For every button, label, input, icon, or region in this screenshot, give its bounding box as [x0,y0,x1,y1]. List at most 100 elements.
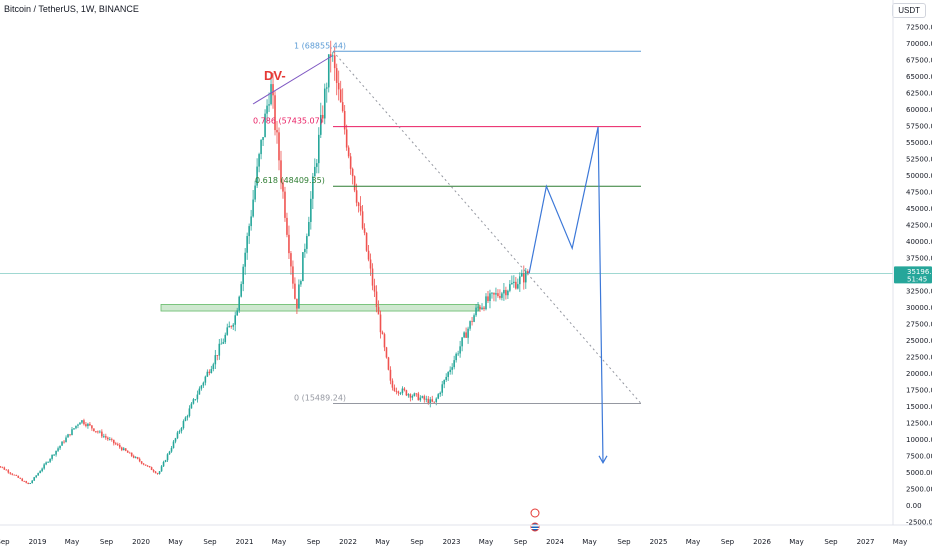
candle-body [208,371,211,374]
candle-body [252,199,254,217]
candle-body [37,473,39,476]
diagonal-trend-line [332,50,642,404]
candle-body [105,436,107,438]
candle-body [67,434,69,438]
candle-body [445,376,447,380]
candle-body [126,450,129,453]
price-tick-label: 50000.00 [906,172,932,180]
time-tick-label: 2025 [650,538,668,546]
candle-body [57,448,59,451]
candle-body [212,364,215,370]
price-tick-label: 25000.00 [906,337,932,345]
candle-body [361,211,364,229]
candle-body [63,441,65,443]
candle-body [73,428,75,430]
candle-body [174,438,177,442]
candle-body [487,296,489,301]
current-price-value: 35196.91 [907,268,932,276]
candle-body [405,390,408,396]
candle-body [198,388,201,395]
divergence-line [252,55,333,105]
candle-body [286,217,288,235]
candle-body [441,384,444,393]
candle-body [51,454,53,459]
candle-body [17,475,20,478]
candle-body [1,466,4,468]
candle-body [27,482,30,484]
fib-level-label: 1 (68855.44) [294,41,346,50]
candle-body [236,310,238,316]
candle-body [526,271,529,274]
candle-body [49,458,51,462]
candle-body [481,307,483,310]
candle-body [91,425,93,429]
candle-body [226,327,229,335]
candle-body [413,393,416,397]
candle-body [248,226,250,237]
candle-body [148,466,151,468]
candle-body [329,54,332,57]
candle-body [499,296,501,298]
candle-body [401,388,404,394]
chart-title: Bitcoin / TetherUS, 1W, BINANCE [4,4,139,14]
time-tick-label: Sep [721,538,735,546]
candle-body [244,252,246,267]
candle-body [453,360,455,368]
candle-body [463,332,465,338]
candle-body [260,139,262,155]
candle-body [176,432,179,439]
candle-body [146,465,149,467]
candle-body [218,343,221,356]
candle-body [345,129,348,148]
candle-body [357,202,360,207]
candle-body [505,289,507,296]
candle-body [238,296,240,311]
candle-body [224,334,227,343]
candle-body [455,353,457,361]
candle-body [109,439,111,440]
price-tick-label: 32500.00 [906,288,932,296]
time-tick-label: Sep [514,538,528,546]
candle-body [178,431,181,433]
candle-body [156,473,159,474]
candle-body [369,259,372,269]
candle-body [83,420,85,425]
candle-body [150,467,153,471]
candle-body [497,293,499,297]
candle-body [130,452,133,456]
time-tick-label: 2024 [546,538,564,546]
candle-body [323,88,326,119]
candle-body [160,466,163,472]
candle-body [475,307,477,316]
candle-body [276,130,278,133]
candle-body [409,394,412,398]
current-price-tag [894,266,932,284]
time-tick-label: May [272,538,286,546]
candle-body [365,232,368,251]
candle-body [385,347,388,358]
candle-body [124,448,127,451]
candle-body [89,423,91,426]
candle-body [132,455,135,458]
candle-body [284,191,286,218]
candle-body [495,293,497,295]
candle-body [419,397,422,401]
candle-body [327,54,330,88]
time-tick-label: Sep [0,538,10,546]
candle-body [321,114,324,119]
fibonacci-retracement: 1 (68855.44) 0.786 (57435.07) 0.618 (48409… [253,41,641,404]
candle-body [306,236,308,249]
candle-body [228,326,231,328]
candle-body [154,471,157,474]
candle-body [479,306,481,310]
candle-body [335,68,338,83]
price-tick-label: 42500.00 [906,222,932,230]
candle-body [3,467,6,470]
candle-body [172,441,175,448]
candle-body [168,451,171,455]
price-tick-label: 15000.00 [906,403,932,411]
candle-body [138,458,141,462]
candle-body [507,290,509,296]
candle-body [136,457,139,459]
